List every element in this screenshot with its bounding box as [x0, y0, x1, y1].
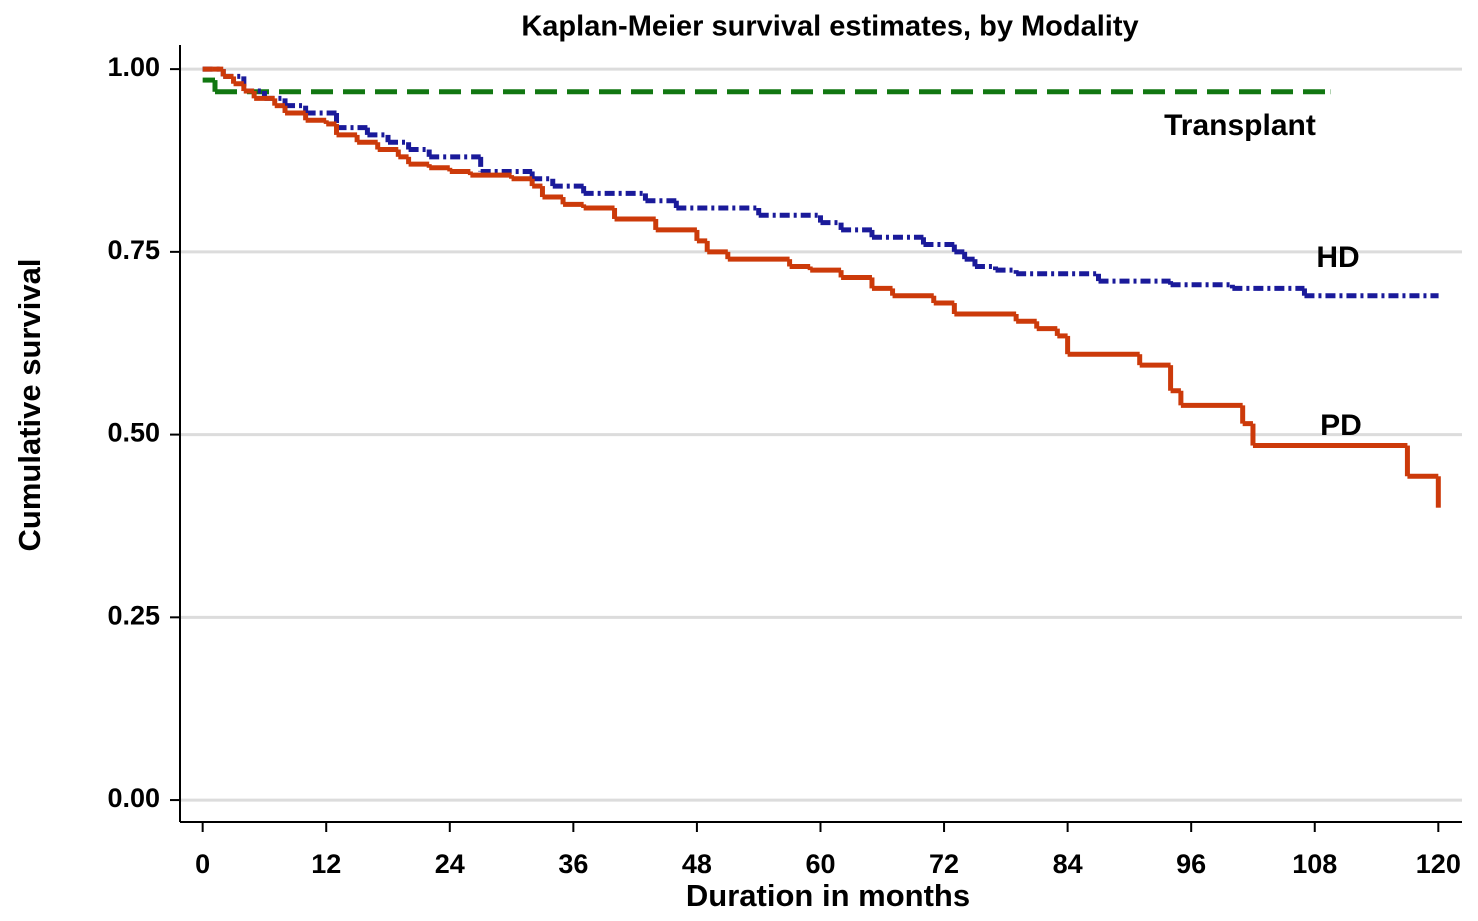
y-tick-label: 0.50 — [107, 418, 160, 448]
x-tick-label: 84 — [1053, 849, 1083, 879]
y-tick-label: 0.75 — [107, 235, 160, 265]
x-tick-label: 36 — [558, 849, 588, 879]
x-tick-label: 0 — [195, 849, 210, 879]
series-label: HD — [1316, 241, 1359, 274]
x-tick-label: 108 — [1292, 849, 1337, 879]
x-tick-label: 12 — [311, 849, 341, 879]
y-tick-label: 1.00 — [107, 52, 160, 82]
x-tick-label: 48 — [682, 849, 712, 879]
y-tick-label: 0.00 — [107, 783, 160, 813]
series-label: Transplant — [1164, 109, 1316, 142]
x-tick-label: 120 — [1416, 849, 1461, 879]
x-tick-label: 96 — [1176, 849, 1206, 879]
x-tick-label: 24 — [435, 849, 465, 879]
x-tick-label: 60 — [805, 849, 835, 879]
x-tick-label: 72 — [929, 849, 959, 879]
y-axis-label: Cumulative survival — [12, 259, 47, 552]
series-label: PD — [1320, 409, 1362, 442]
chart-title: Kaplan-Meier survival estimates, by Moda… — [521, 11, 1138, 43]
x-axis-label: Duration in months — [686, 878, 970, 913]
y-tick-label: 0.25 — [107, 600, 160, 630]
